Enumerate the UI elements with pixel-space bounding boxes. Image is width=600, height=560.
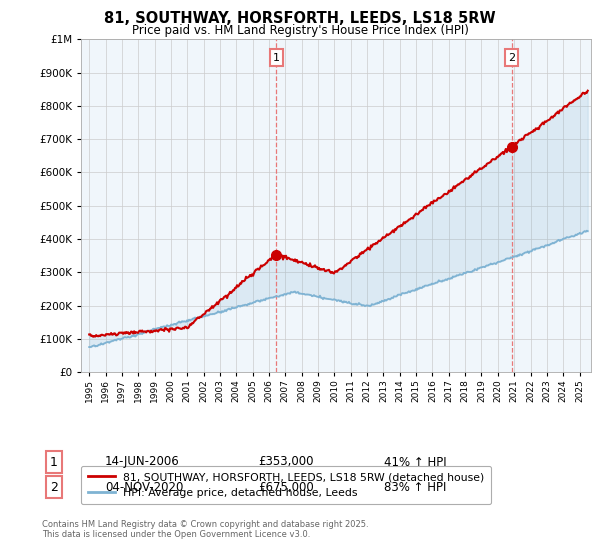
Text: 04-NOV-2020: 04-NOV-2020	[105, 480, 184, 494]
Text: Price paid vs. HM Land Registry's House Price Index (HPI): Price paid vs. HM Land Registry's House …	[131, 24, 469, 37]
Text: 14-JUN-2006: 14-JUN-2006	[105, 455, 180, 469]
Text: 2: 2	[508, 53, 515, 63]
Text: 81, SOUTHWAY, HORSFORTH, LEEDS, LS18 5RW: 81, SOUTHWAY, HORSFORTH, LEEDS, LS18 5RW	[104, 11, 496, 26]
Text: 41% ↑ HPI: 41% ↑ HPI	[384, 455, 446, 469]
Legend: 81, SOUTHWAY, HORSFORTH, LEEDS, LS18 5RW (detached house), HPI: Average price, d: 81, SOUTHWAY, HORSFORTH, LEEDS, LS18 5RW…	[81, 466, 491, 504]
Text: £675,000: £675,000	[258, 480, 314, 494]
Text: 83% ↑ HPI: 83% ↑ HPI	[384, 480, 446, 494]
Text: Contains HM Land Registry data © Crown copyright and database right 2025.
This d: Contains HM Land Registry data © Crown c…	[42, 520, 368, 539]
Text: 1: 1	[273, 53, 280, 63]
Text: £353,000: £353,000	[258, 455, 314, 469]
Text: 2: 2	[50, 480, 58, 494]
Text: 1: 1	[50, 455, 58, 469]
